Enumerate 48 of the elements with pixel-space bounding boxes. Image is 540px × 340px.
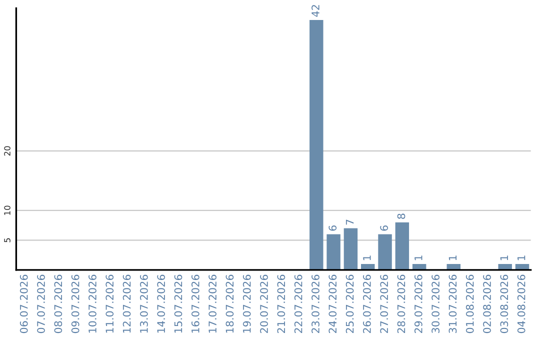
x-tick-label: 12.07.2026: [122, 274, 131, 333]
data-label: 1: [363, 256, 371, 260]
y-tick-label: 10: [4, 206, 10, 215]
x-tick-label: 28.07.2026: [397, 274, 406, 334]
x-tick-label: 09.07.2026: [71, 274, 80, 334]
x-tick-label: 31.07.2026: [448, 274, 457, 333]
x-tick-label: 03.08.2026: [500, 274, 508, 334]
x-tick-label: 30.07.2026: [432, 274, 440, 333]
x-tick-label: 25.07.2026: [346, 274, 354, 334]
x-tick-label: 24.07.2026: [328, 274, 337, 334]
x-tick-label: 22.07.2026: [294, 274, 302, 334]
bar: [310, 20, 324, 270]
data-label: 6: [380, 226, 388, 231]
data-label: 1: [518, 256, 526, 260]
x-tick-label: 21.07.2026: [277, 274, 286, 334]
data-label: 1: [448, 256, 456, 260]
y-tick-label: 5: [4, 238, 10, 242]
x-tick-label: 16.07.2026: [191, 274, 200, 333]
x-tick-label: 15.07.2026: [174, 274, 182, 333]
bar: [395, 222, 410, 270]
data-label: 8: [397, 214, 406, 219]
x-tick-label: 01.08.2026: [466, 274, 474, 334]
bar: [344, 228, 358, 270]
x-tick-label: 17.07.2026: [208, 274, 216, 333]
data-label: 7: [346, 220, 354, 225]
x-tick-label: 04.08.2026: [517, 274, 526, 334]
x-tick-label: 06.07.2026: [20, 274, 28, 334]
x-tick-label: 23.07.2026: [312, 274, 320, 334]
x-tick-label: 10.07.2026: [88, 274, 96, 333]
x-tick-label: 18.07.2026: [226, 274, 234, 333]
x-tick-label: 26.07.2026: [363, 274, 371, 334]
y-tick-label: 20: [4, 146, 10, 156]
x-tick-label: 20.07.2026: [260, 274, 268, 334]
x-tick-label: 13.07.2026: [140, 274, 148, 333]
data-label: 1: [500, 256, 508, 260]
x-tick-label: 11.07.2026: [106, 274, 114, 333]
bar: [326, 234, 340, 270]
x-tick-label: 27.07.2026: [380, 274, 388, 334]
data-label: 6: [328, 226, 337, 231]
data-label: 1: [414, 256, 422, 260]
x-tick-label: 02.08.2026: [483, 274, 491, 334]
x-tick-label: 08.07.2026: [54, 274, 62, 334]
x-tick-label: 19.07.2026: [242, 274, 251, 333]
x-tick-label: 29.07.2026: [414, 274, 422, 334]
data-label: 42: [312, 5, 320, 17]
bar: [378, 234, 392, 270]
x-tick-label: 07.07.2026: [37, 274, 45, 334]
x-tick-label: 14.07.2026: [157, 274, 166, 333]
